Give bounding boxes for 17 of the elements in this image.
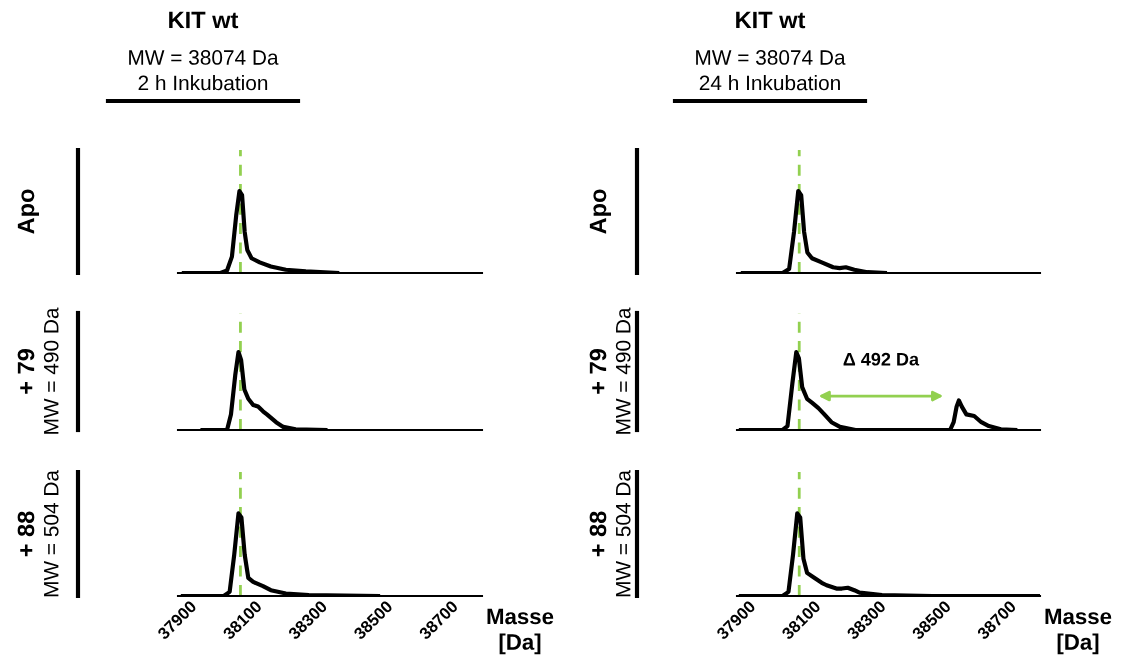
text: MW = 490 Da bbox=[615, 307, 631, 434]
x-axis-title: Masse [Da] bbox=[487, 608, 554, 655]
text: MW = 504 Da bbox=[43, 470, 59, 597]
annotation: Δ 492 Da bbox=[843, 352, 920, 366]
chart-title: KIT wt bbox=[169, 11, 239, 29]
chart-subtitle: MW = 38074 Da 24 h Inkubation bbox=[696, 50, 846, 91]
y-axis-title: + 79 bbox=[589, 349, 607, 394]
chart-title: KIT wt bbox=[736, 11, 806, 29]
y-axis-title: Apo bbox=[589, 189, 611, 234]
x-axis-title: Masse [Da] bbox=[1045, 608, 1112, 655]
y-axis-title: + 79 bbox=[17, 349, 35, 394]
y-axis-title: + 88 bbox=[589, 511, 607, 557]
chart-subtitle: MW = 38074 Da 2 h Inkubation bbox=[129, 50, 279, 91]
text: MW = 504 Da bbox=[615, 470, 631, 597]
text: MW = 490 Da bbox=[43, 307, 59, 434]
y-axis-title: + 88 bbox=[17, 511, 35, 557]
y-axis-title: Apo bbox=[17, 189, 39, 234]
